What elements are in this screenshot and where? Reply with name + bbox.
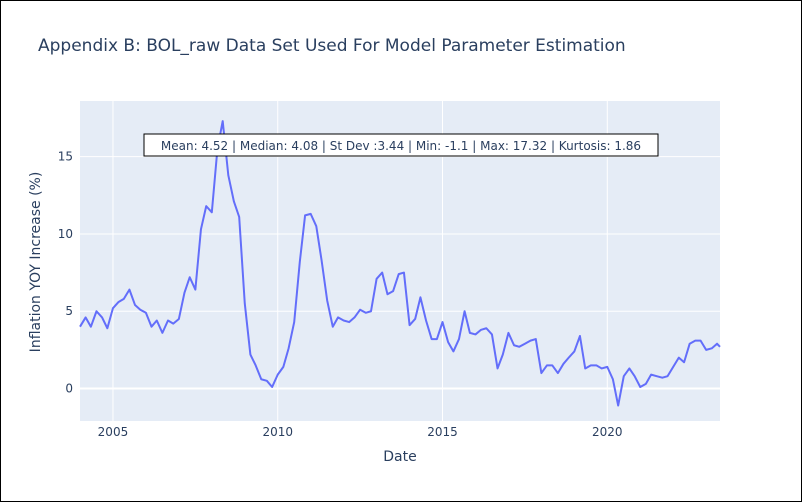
x-axis-title: Date: [383, 449, 416, 465]
y-tick-label: 5: [65, 304, 73, 318]
y-gridlines: [80, 156, 720, 390]
x-tick-label: 2015: [427, 425, 458, 439]
stats-annotation: Mean: 4.52 | Median: 4.08 | St Dev :3.44…: [143, 133, 659, 157]
x-tick-label: 2020: [592, 425, 623, 439]
annotation-box: [143, 133, 659, 157]
x-tick-label: 2005: [98, 425, 129, 439]
data-points: [79, 121, 721, 406]
y-tick-label: 10: [58, 227, 73, 241]
x-tick-label: 2010: [262, 425, 293, 439]
y-tick-labels: 0 5 10 15: [58, 150, 73, 396]
y-tick-label: 0: [65, 382, 73, 396]
y-axis-title: Inflation YOY Increase (%): [28, 172, 44, 353]
series-line: [79, 120, 721, 407]
x-tick-labels: 2005 2010 2015 2020: [98, 425, 623, 439]
annotation-text: Mean: 4.52 | Median: 4.08 | St Dev :3.44…: [161, 139, 641, 153]
chart-title: Appendix B: BOL_raw Data Set Used For Mo…: [38, 36, 626, 56]
y-tick-label: 15: [58, 150, 73, 164]
